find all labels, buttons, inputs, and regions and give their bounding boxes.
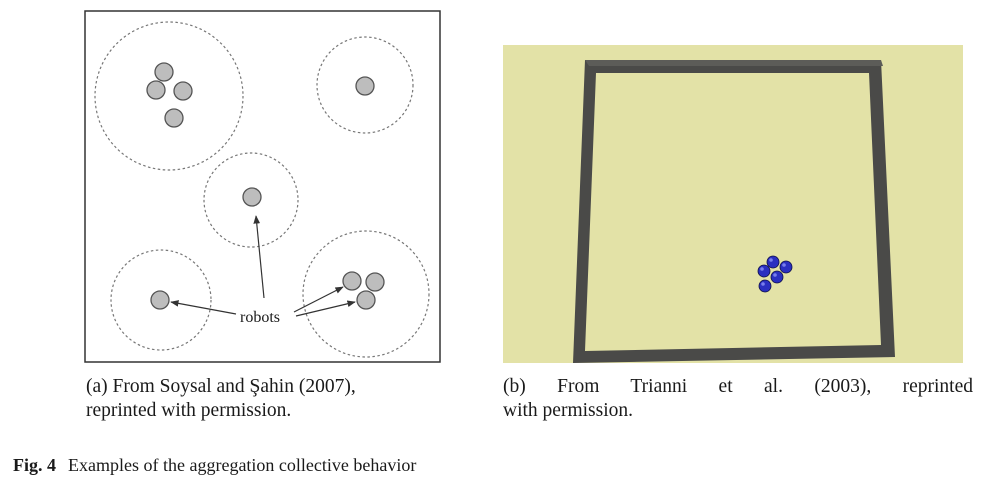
robot — [365, 272, 385, 292]
robot — [154, 62, 174, 82]
simulation-floor — [503, 45, 963, 363]
figure-label: Fig. 4 — [13, 455, 56, 475]
annotation-arrow — [170, 300, 237, 315]
robot — [766, 255, 780, 269]
subcaption-b: (b) From Trianni et al. (2003), reprinte… — [503, 375, 973, 423]
robots-label: robots — [240, 309, 280, 326]
robot — [150, 290, 170, 310]
robot — [356, 290, 376, 310]
robot — [758, 279, 772, 293]
robot — [146, 80, 166, 100]
annotation-arrow — [295, 300, 356, 317]
panel-a-diagram: robots — [84, 10, 441, 363]
figure-caption: Fig. 4 Examples of the aggregation collec… — [13, 455, 416, 476]
annotation-arrow — [293, 286, 344, 313]
arena-border — [84, 10, 441, 363]
subcaption-a: (a) From Soysal and Şahin (2007), reprin… — [86, 375, 456, 423]
annotation-arrow — [253, 215, 265, 299]
figure-text: Examples of the aggregation collective b… — [68, 455, 417, 475]
subcaption-a-line2: reprinted with permission. — [86, 400, 292, 421]
robot — [355, 76, 375, 96]
range-circle — [316, 36, 414, 134]
range-circle — [302, 230, 430, 358]
robot — [757, 264, 771, 278]
robot — [173, 81, 193, 101]
panel-b-simulation — [503, 45, 963, 363]
robot — [342, 271, 362, 291]
robot — [770, 270, 784, 284]
range-circle — [203, 152, 299, 248]
subcaption-b-line1: (b) From Trianni et al. (2003), reprinte… — [503, 376, 973, 397]
range-circle — [94, 21, 244, 171]
range-circle — [110, 249, 212, 351]
robot — [164, 108, 184, 128]
robot — [242, 187, 262, 207]
robot — [779, 260, 793, 274]
subcaption-b-line2: with permission. — [503, 400, 633, 421]
subcaption-a-line1: (a) From Soysal and Şahin (2007), — [86, 376, 356, 397]
